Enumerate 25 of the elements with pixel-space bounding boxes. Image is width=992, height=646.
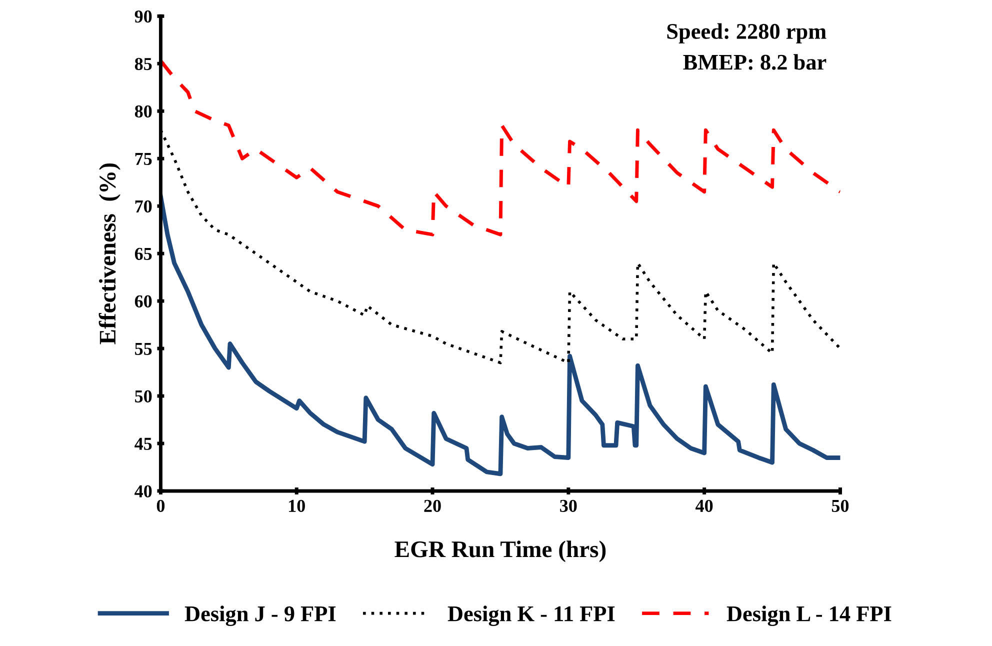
x-tick-label: 40 [696,500,713,512]
x-tick-label: 10 [289,500,305,512]
y-tick-label: 50 [135,390,152,402]
x-tick-label: 50 [832,500,849,512]
y-tick-label: 85 [134,58,152,70]
y-tick-label: 65 [134,248,152,260]
line-series [160,194,840,476]
y-tick-label: 55 [135,342,152,355]
x-tick-label: 20 [424,500,441,512]
y-tick-label: 80 [134,105,152,118]
legend-label: Design L - 14 FPI [726,606,892,626]
y-tick-label: 40 [134,485,152,498]
y-tick-label: 90 [134,10,152,23]
x-axis-title: EGR Run Time (hrs) [394,540,606,562]
x-tick-label: 0 [156,500,165,512]
legend-label: Design K - 11 FPI [448,606,615,626]
x-tick-label: 30 [560,500,577,512]
y-tick-label: 70 [135,200,152,213]
annotation: Speed: 2280 rpm [667,23,826,44]
y-tick-label: 45 [134,438,152,450]
annotation: BMEP: 8.2 bar [683,54,826,70]
y-tick-label: 75 [135,153,152,166]
y-tick-label: 60 [134,295,152,308]
y-axis-title: Effectiveness (%) [98,163,120,344]
legend-label: Design J - 9 FPI [184,606,336,626]
